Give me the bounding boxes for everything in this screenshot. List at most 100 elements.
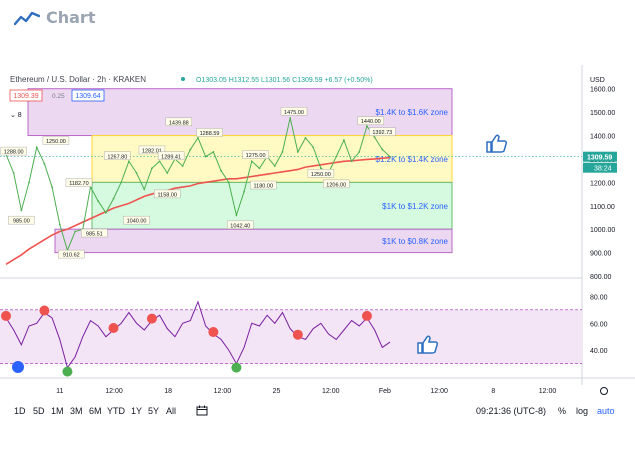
- y-tick-label: 1100.00: [590, 204, 615, 211]
- overbought-marker: [108, 323, 119, 333]
- price-annotation-box: [323, 179, 350, 189]
- log-toggle[interactable]: log: [576, 406, 589, 416]
- price-point: [235, 214, 238, 217]
- price-point: [373, 136, 376, 139]
- timeframe-6m[interactable]: 6M: [89, 406, 102, 416]
- buy-price: 1309.64: [75, 93, 100, 100]
- thumbs-up-icon: [486, 134, 508, 153]
- price-point: [258, 167, 261, 170]
- timeframe-all[interactable]: All: [166, 406, 177, 416]
- zone-box: [54, 228, 453, 254]
- price-point: [127, 160, 130, 163]
- timeframe-ytd[interactable]: YTD: [107, 406, 125, 416]
- chart-area[interactable]: $1.4K to $1.6K zone $1.2K to $1.4K zone $1…: [0, 65, 635, 400]
- price-annotation-box: [138, 145, 166, 155]
- price-point: [273, 165, 276, 167]
- price-point: [343, 139, 345, 142]
- price-annotation: 1282.01: [142, 148, 162, 154]
- price-point: [389, 155, 391, 158]
- price-annotation: 1439.88: [169, 120, 189, 126]
- timeframe-1y[interactable]: 1Y: [131, 406, 143, 416]
- app-title: Chart: [46, 8, 96, 27]
- y-tick-label: 1500.00: [590, 110, 615, 117]
- price-annotation: 910.62: [63, 253, 80, 259]
- price-annotation: 1180.00: [254, 184, 273, 190]
- price-annotation: 1275.00: [246, 153, 266, 159]
- price-point: [250, 160, 253, 163]
- price-annotation: 1475.00: [284, 110, 304, 116]
- price-point: [312, 146, 315, 149]
- price-annotation-box: [227, 220, 254, 230]
- price-point: [74, 230, 77, 233]
- price-point: [189, 148, 192, 151]
- price-point: [319, 167, 322, 170]
- auto-toggle[interactable]: auto: [597, 406, 615, 416]
- price-point: [51, 186, 53, 188]
- price-point: [135, 172, 138, 174]
- moving-average-line: [5, 156, 391, 265]
- zone-box: [91, 135, 453, 183]
- thumbs-up-icon: [417, 335, 439, 354]
- zone-label: $1K to $0.8K zone: [382, 237, 448, 246]
- chart-symbol: Ethereum / U.S. Dollar · 2h · KRAKEN: [10, 75, 146, 84]
- overbought-marker: [39, 305, 50, 316]
- gear-icon[interactable]: [600, 387, 608, 395]
- price-annotation: 1288.00: [4, 150, 24, 156]
- price-point: [143, 188, 146, 191]
- cloud-logo-icon: [12, 361, 24, 373]
- chart-logo-icon: [14, 11, 40, 25]
- price-annotation: 1042.40: [230, 223, 250, 229]
- top-bar: Chart: [0, 0, 635, 40]
- clock-time: 09:21:36 (UTC-8): [476, 406, 547, 416]
- timeframe-1d[interactable]: 1D: [14, 406, 26, 416]
- price-point: [281, 151, 284, 153]
- x-tick-label: 8: [491, 388, 495, 395]
- y-tick-label: 1600.00: [590, 87, 615, 94]
- price-annotation: 1250.00: [46, 139, 66, 145]
- date-range-icon[interactable]: [196, 405, 208, 416]
- price-annotation-box: [250, 180, 277, 190]
- countdown-badge: [583, 162, 617, 173]
- spread: 0.25: [52, 93, 65, 100]
- price-point: [227, 181, 230, 184]
- timeframe-3m[interactable]: 3M: [70, 406, 83, 416]
- price-annotation-box: [42, 136, 70, 145]
- price-point: [58, 223, 61, 226]
- price-point: [304, 136, 307, 139]
- percent-toggle[interactable]: %: [558, 406, 567, 416]
- price-annotation: 1288.59: [200, 131, 220, 137]
- price-point: [12, 172, 15, 174]
- x-tick-label: 12:00: [539, 388, 557, 395]
- oversold-marker: [231, 362, 242, 373]
- price-point: [350, 160, 353, 163]
- price-point: [20, 209, 23, 212]
- price-annotation: 1206.00: [326, 182, 346, 188]
- sell-button[interactable]: [9, 89, 43, 102]
- price-annotation: 1040.00: [127, 219, 147, 225]
- x-tick-label: 25: [273, 388, 281, 395]
- price-annotation-box: [196, 128, 223, 137]
- price-point: [112, 197, 115, 200]
- x-tick-label: 12:00: [105, 388, 123, 395]
- rsi-tick-label: 60.00: [590, 321, 608, 328]
- price-point: [366, 125, 368, 128]
- price-point: [28, 181, 30, 184]
- last-price-badge: [583, 151, 617, 162]
- price-point: [243, 190, 245, 193]
- price-point: [358, 151, 361, 153]
- oversold-marker: [62, 366, 73, 377]
- timeframe-5y[interactable]: 5Y: [148, 406, 160, 416]
- timeframe-5d[interactable]: 5D: [33, 406, 45, 416]
- timeframe-1m[interactable]: 1M: [51, 406, 64, 416]
- price-annotation-box: [165, 117, 193, 127]
- price-annotation-box: [8, 215, 35, 225]
- price-point: [212, 151, 215, 153]
- y-tick-label: 1000.00: [590, 227, 615, 234]
- buy-button[interactable]: [71, 89, 105, 102]
- zone-label: $1.2K to $1.4K zone: [376, 155, 449, 164]
- y-tick-label: 900.00: [590, 251, 612, 258]
- brand: Chart: [14, 8, 95, 27]
- price-annotation: 1158.00: [158, 192, 177, 198]
- market-status-icon: [181, 77, 185, 81]
- x-tick-label: 11: [56, 388, 63, 395]
